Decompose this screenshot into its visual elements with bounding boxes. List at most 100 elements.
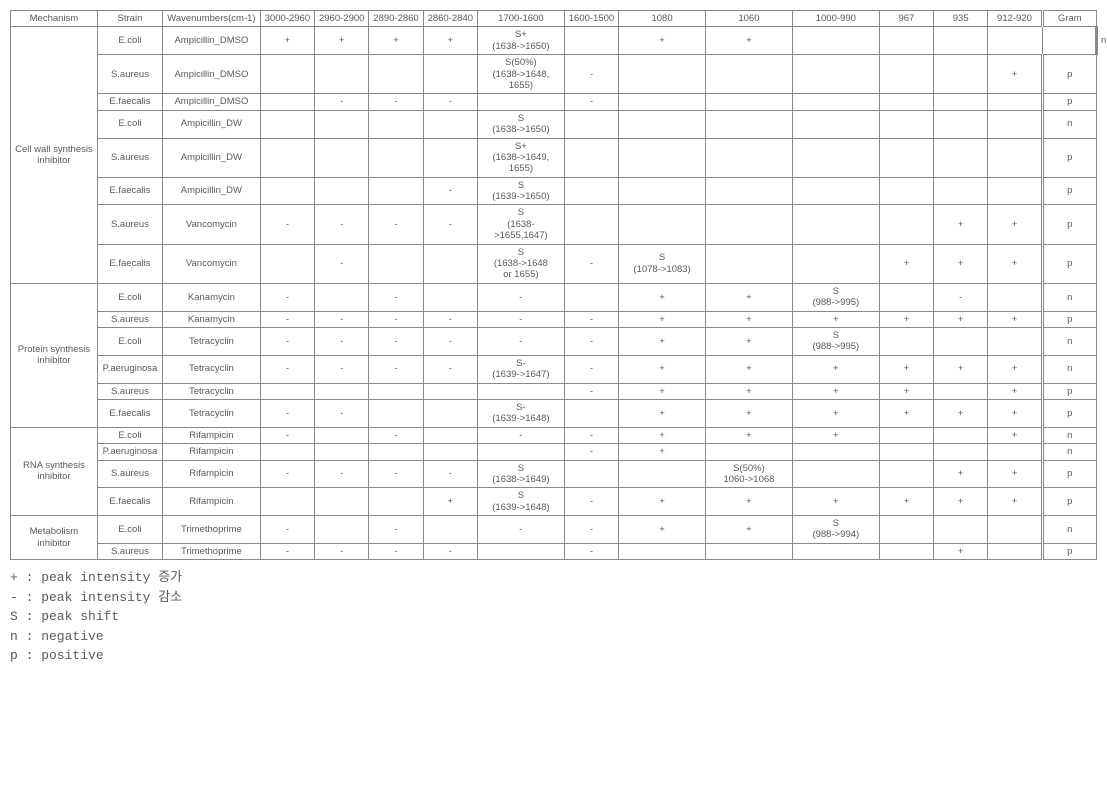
wavenumber-cell: Rifampicin bbox=[163, 460, 261, 488]
value-cell: - bbox=[260, 205, 314, 244]
gram-cell: n bbox=[1042, 444, 1096, 460]
value-cell: + bbox=[934, 460, 988, 488]
value-cell bbox=[988, 327, 1042, 355]
value-cell: S(988->995) bbox=[792, 327, 879, 355]
wavenumber-cell: Tetracyclin bbox=[163, 355, 261, 383]
value-cell bbox=[423, 516, 477, 544]
table-row: E.faecalisRifampicin+S(1639->1648)-+++++… bbox=[11, 488, 1097, 516]
value-cell bbox=[315, 283, 369, 311]
value-cell bbox=[423, 110, 477, 138]
value-cell bbox=[564, 283, 618, 311]
table-row: E.faecalisVancomycin-S(1638->1648or 1655… bbox=[11, 244, 1097, 283]
value-cell: S(988->995) bbox=[792, 283, 879, 311]
value-cell bbox=[879, 94, 933, 110]
value-cell: - bbox=[477, 327, 564, 355]
table-row: RNA synthesis inhibitorE.coliRifampicin-… bbox=[11, 427, 1097, 443]
value-cell bbox=[260, 110, 314, 138]
mechanism-cell: Protein synthesis inhibitor bbox=[11, 283, 98, 427]
value-cell: S(1639->1648) bbox=[477, 488, 564, 516]
value-cell: + bbox=[619, 311, 706, 327]
value-cell bbox=[315, 177, 369, 205]
value-cell: + bbox=[619, 516, 706, 544]
table-row: Protein synthesis inhibitorE.coliKanamyc… bbox=[11, 283, 1097, 311]
value-cell bbox=[369, 444, 423, 460]
value-cell bbox=[315, 488, 369, 516]
value-cell: - bbox=[564, 543, 618, 559]
wavenumber-cell: Kanamycin bbox=[163, 283, 261, 311]
value-cell bbox=[706, 55, 793, 94]
legend-line: - : peak intensity 감소 bbox=[10, 588, 1097, 608]
value-cell: - bbox=[477, 516, 564, 544]
value-cell: + bbox=[619, 355, 706, 383]
value-cell bbox=[879, 327, 933, 355]
value-cell bbox=[315, 383, 369, 399]
value-cell: - bbox=[564, 311, 618, 327]
value-cell: S(1638->1650) bbox=[477, 110, 564, 138]
value-cell: + bbox=[879, 244, 933, 283]
value-cell: + bbox=[792, 355, 879, 383]
value-cell bbox=[879, 543, 933, 559]
strain-cell: E.coli bbox=[97, 110, 162, 138]
value-cell bbox=[260, 488, 314, 516]
value-cell bbox=[988, 516, 1042, 544]
value-cell bbox=[934, 444, 988, 460]
value-cell: + bbox=[988, 55, 1042, 94]
strain-cell: E.coli bbox=[97, 27, 162, 55]
value-cell bbox=[988, 27, 1042, 55]
header-strain: Strain bbox=[97, 11, 162, 27]
value-cell: - bbox=[423, 460, 477, 488]
value-cell bbox=[477, 383, 564, 399]
value-cell bbox=[260, 383, 314, 399]
value-cell: - bbox=[423, 311, 477, 327]
gram-cell: n bbox=[1042, 110, 1096, 138]
value-cell bbox=[423, 444, 477, 460]
value-cell: S+(1638->1650) bbox=[477, 27, 564, 55]
value-cell: - bbox=[315, 311, 369, 327]
value-cell bbox=[315, 444, 369, 460]
value-cell bbox=[315, 110, 369, 138]
value-cell bbox=[792, 543, 879, 559]
value-cell bbox=[369, 244, 423, 283]
value-cell bbox=[934, 177, 988, 205]
strain-cell: P.aeruginosa bbox=[97, 444, 162, 460]
value-cell: - bbox=[315, 327, 369, 355]
value-cell: + bbox=[988, 399, 1042, 427]
value-cell: S(1638->1655,1647) bbox=[477, 205, 564, 244]
strain-cell: E.faecalis bbox=[97, 399, 162, 427]
value-cell bbox=[879, 460, 933, 488]
value-cell bbox=[792, 177, 879, 205]
strain-cell: E.faecalis bbox=[97, 177, 162, 205]
table-row: S.aureusTrimethoprime-----+p bbox=[11, 543, 1097, 559]
value-cell: - bbox=[260, 327, 314, 355]
value-cell: + bbox=[934, 488, 988, 516]
strain-cell: E.faecalis bbox=[97, 488, 162, 516]
wavenumber-cell: Trimethoprime bbox=[163, 516, 261, 544]
value-cell: + bbox=[988, 205, 1042, 244]
value-cell: + bbox=[988, 460, 1042, 488]
wavenumber-cell: Kanamycin bbox=[163, 311, 261, 327]
value-cell bbox=[934, 138, 988, 177]
table-row: E.coliTetracyclin------++S(988->995)n bbox=[11, 327, 1097, 355]
value-cell: - bbox=[369, 205, 423, 244]
value-cell bbox=[879, 444, 933, 460]
value-cell: + bbox=[988, 383, 1042, 399]
wavenumber-cell: Vancomycin bbox=[163, 205, 261, 244]
value-cell bbox=[792, 138, 879, 177]
value-cell bbox=[879, 138, 933, 177]
value-cell: + bbox=[934, 543, 988, 559]
value-cell bbox=[564, 177, 618, 205]
value-cell: - bbox=[260, 460, 314, 488]
header-col-8: 1000-990 bbox=[792, 11, 879, 27]
header-gram: Gram bbox=[1042, 11, 1096, 27]
table-row: Cell wall synthesis inhibitorE.coliAmpic… bbox=[11, 27, 1097, 55]
value-cell bbox=[792, 110, 879, 138]
value-cell bbox=[369, 399, 423, 427]
table-row: E.faecalisAmpicillin_DW-S(1639->1650)p bbox=[11, 177, 1097, 205]
wavenumber-cell: Ampicillin_DMSO bbox=[163, 94, 261, 110]
value-cell: S(1639->1650) bbox=[477, 177, 564, 205]
value-cell: + bbox=[792, 399, 879, 427]
wavenumber-cell: Ampicillin_DW bbox=[163, 177, 261, 205]
value-cell: - bbox=[315, 399, 369, 427]
value-cell: + bbox=[706, 383, 793, 399]
table-row: Metabolism inhibitorE.coliTrimethoprime-… bbox=[11, 516, 1097, 544]
